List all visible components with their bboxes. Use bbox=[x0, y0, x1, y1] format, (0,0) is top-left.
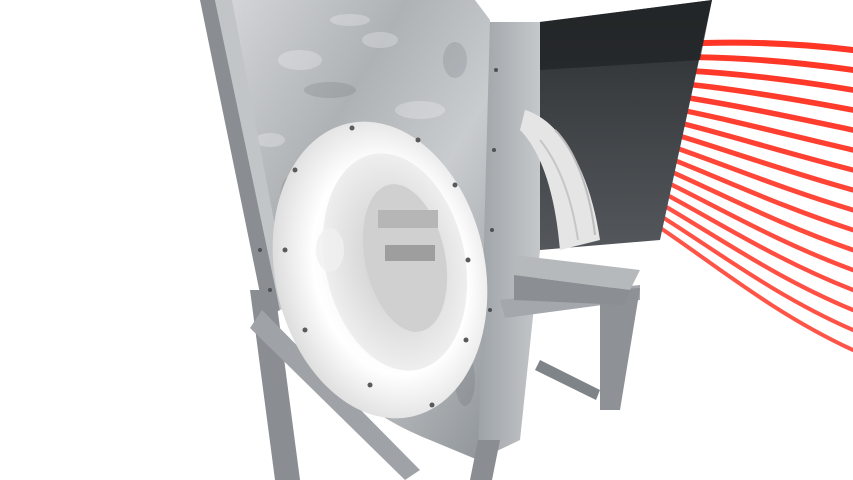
support-frame bbox=[200, 0, 640, 480]
panel-rivets bbox=[258, 68, 498, 312]
impeller bbox=[520, 110, 600, 250]
inlet-cone bbox=[272, 121, 488, 419]
